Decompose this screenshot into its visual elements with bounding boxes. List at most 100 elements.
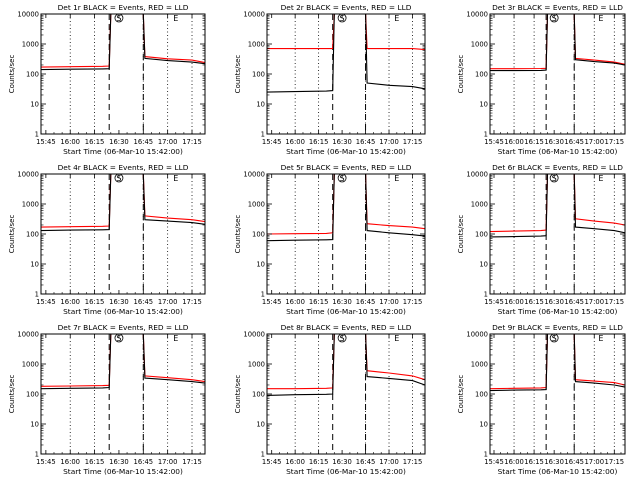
x-tick-label: 16:15 (309, 458, 329, 466)
x-tick-label: 17:00 (379, 138, 399, 146)
x-axis-label: Start Time (06-Mar-10 15:42:00) (498, 467, 618, 476)
y-tick-label: 10 (479, 421, 488, 429)
y-tick-label: 10000 (17, 331, 39, 339)
y-axis-label: Counts/sec (8, 375, 16, 414)
plot-frame (40, 173, 206, 295)
x-tick-label: 16:30 (109, 458, 129, 466)
x-axis-label: Start Time (06-Mar-10 15:42:00) (498, 307, 618, 316)
y-tick-label: 1000 (22, 201, 39, 209)
x-axis-label: Start Time (06-Mar-10 15:42:00) (286, 307, 406, 316)
series-lld-line (266, 173, 426, 235)
svg-text:E: E (598, 14, 603, 23)
x-tick-label: 16:45 (134, 458, 154, 466)
y-tick-label: 1 (35, 291, 39, 299)
plot-frame (489, 13, 626, 135)
panel-title: Det 8r BLACK = Events, RED = LLD (281, 323, 412, 332)
y-tick-label: 10 (479, 261, 488, 269)
y-tick-label: 100 (26, 391, 39, 399)
x-axis-label: Start Time (06-Mar-10 15:42:00) (286, 147, 406, 156)
panel-title: Det 2r BLACK = Events, RED = LLD (281, 3, 412, 12)
x-tick-label: 16:00 (60, 458, 80, 466)
x-tick-label: 17:15 (605, 458, 625, 466)
x-tick-label: 17:00 (158, 138, 178, 146)
y-tick-label: 10000 (466, 11, 488, 19)
svg-text:S: S (552, 14, 557, 23)
x-tick-label: 16:00 (285, 138, 305, 146)
x-tick-label: 16:15 (85, 458, 105, 466)
y-tick-label: 1 (35, 131, 39, 139)
y-tick-label: 10 (30, 261, 39, 269)
y-tick-label: 100 (252, 71, 265, 79)
y-axis-label: Counts/sec (234, 375, 242, 414)
x-tick-label: 16:15 (524, 138, 544, 146)
y-tick-label: 1000 (471, 361, 488, 369)
x-tick-label: 16:45 (356, 298, 376, 306)
x-tick-label: 16:30 (109, 138, 129, 146)
x-tick-label: 16:15 (85, 298, 105, 306)
y-axis-label: Counts/sec (234, 215, 242, 254)
y-tick-label: 10000 (243, 171, 265, 179)
x-tick-label: 15:45 (484, 138, 504, 146)
x-tick-label: 16:45 (564, 138, 584, 146)
x-axis-label: Start Time (06-Mar-10 15:42:00) (498, 147, 618, 156)
y-tick-label: 10000 (243, 331, 265, 339)
plot-frame (40, 333, 206, 455)
x-tick-label: 16:30 (332, 458, 352, 466)
y-tick-label: 10000 (466, 331, 488, 339)
svg-text:E: E (598, 174, 603, 183)
y-tick-label: 100 (475, 231, 488, 239)
end-marker: E (394, 334, 399, 343)
y-tick-label: 10000 (17, 11, 39, 19)
y-tick-label: 10000 (243, 11, 265, 19)
x-tick-label: 16:15 (524, 458, 544, 466)
y-tick-label: 1 (261, 131, 265, 139)
y-tick-label: 1000 (248, 361, 265, 369)
y-tick-label: 1000 (248, 41, 265, 49)
y-tick-label: 100 (475, 71, 488, 79)
plot-frame (40, 13, 206, 135)
svg-text:E: E (173, 14, 178, 23)
y-tick-label: 10 (30, 101, 39, 109)
y-tick-label: 1 (261, 291, 265, 299)
svg-text:E: E (598, 334, 603, 343)
x-tick-label: 15:45 (262, 138, 282, 146)
series-lld-line (40, 13, 206, 68)
x-tick-label: 16:15 (524, 298, 544, 306)
x-tick-label: 16:00 (285, 458, 305, 466)
series-lld-line (40, 173, 206, 228)
series-events-line (266, 333, 426, 396)
plot-frame (266, 333, 426, 455)
series-events-line (266, 173, 426, 242)
x-tick-label: 16:30 (544, 138, 564, 146)
end-marker: E (598, 174, 603, 183)
svg-text:E: E (394, 334, 399, 343)
plot-frame (266, 13, 426, 135)
end-marker: E (394, 14, 399, 23)
x-tick-label: 16:00 (504, 458, 524, 466)
y-tick-label: 1000 (22, 41, 39, 49)
x-tick-label: 17:00 (379, 458, 399, 466)
end-marker: E (173, 174, 178, 183)
x-tick-label: 16:45 (134, 138, 154, 146)
series-lld-line (267, 333, 426, 390)
x-tick-label: 16:45 (356, 138, 376, 146)
y-tick-label: 1 (261, 451, 265, 459)
y-tick-label: 1 (35, 451, 39, 459)
x-tick-label: 15:45 (484, 298, 504, 306)
x-tick-label: 15:45 (36, 298, 56, 306)
x-tick-label: 17:00 (158, 458, 178, 466)
x-tick-label: 16:45 (564, 458, 584, 466)
series-lld-line (490, 13, 626, 70)
x-tick-label: 17:00 (379, 298, 399, 306)
x-axis-label: Start Time (06-Mar-10 15:42:00) (63, 307, 183, 316)
y-tick-label: 10000 (17, 171, 39, 179)
svg-text:E: E (394, 174, 399, 183)
x-tick-label: 17:15 (182, 458, 202, 466)
